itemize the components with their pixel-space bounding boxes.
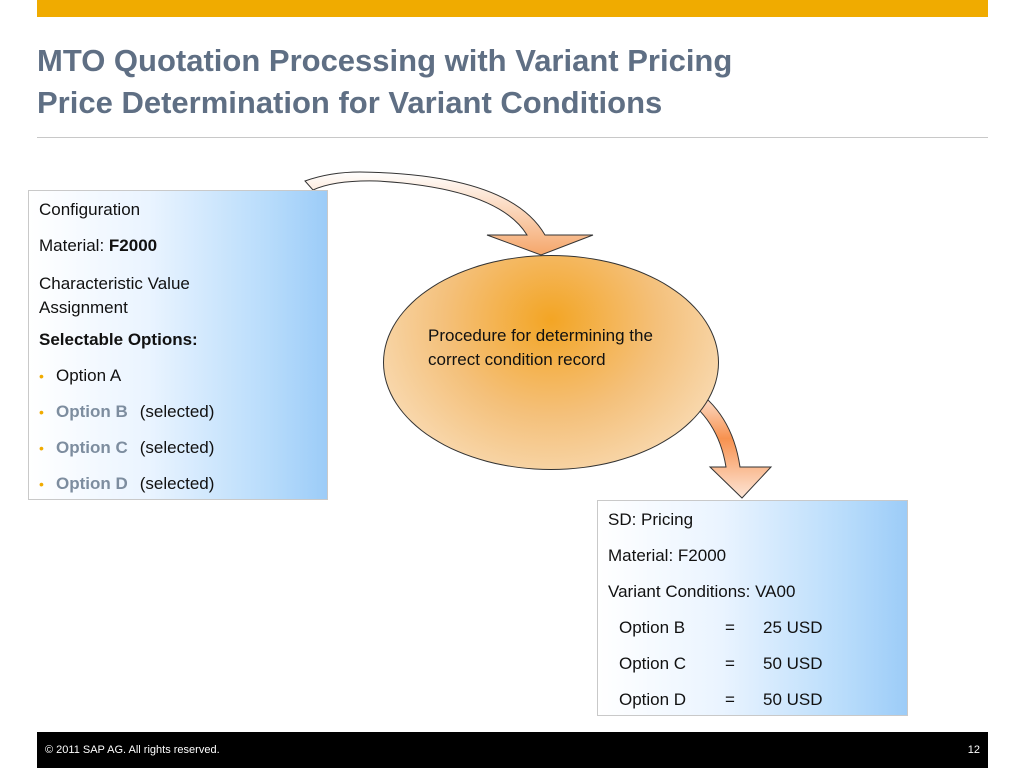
option-item-c: • Option C (selected) [39, 438, 317, 458]
bullet-icon: • [39, 476, 44, 492]
title-divider [37, 137, 988, 138]
condition-value: 50 USD [763, 690, 823, 709]
condition-option: Option B [619, 618, 686, 637]
condition-equals: = [725, 690, 735, 709]
condition-value: 25 USD [763, 618, 823, 637]
option-item-d: • Option D (selected) [39, 474, 317, 494]
procedure-text: Procedure for determining the correct co… [428, 324, 708, 372]
pricing-box: SD: Pricing Material: F2000 Variant Cond… [597, 500, 908, 716]
condition-value: 50 USD [763, 654, 823, 673]
procedure-ellipse [383, 255, 719, 470]
pricing-material: Material: F2000 [608, 546, 727, 565]
footer-copyright: © 2011 SAP AG. All rights reserved. [45, 744, 220, 756]
config-characteristic-line2: Assignment [39, 298, 128, 317]
config-heading: Configuration [39, 200, 141, 219]
bullet-icon: • [39, 440, 44, 456]
config-material-label: Material: [39, 236, 109, 255]
condition-equals: = [725, 654, 735, 673]
pricing-heading: SD: Pricing [608, 510, 694, 529]
footer-bar: © 2011 SAP AG. All rights reserved. 12 [37, 732, 988, 768]
procedure-line2: correct condition record [428, 350, 606, 369]
option-item-a: • Option A [39, 366, 317, 386]
bullet-icon: • [39, 368, 44, 384]
option-item-b: • Option B (selected) [39, 402, 317, 422]
top-accent-bar [37, 0, 988, 17]
option-name: Option B [56, 402, 128, 421]
condition-row-d: Option D = 50 USD [608, 690, 897, 710]
slide-title: MTO Quotation Processing with Variant Pr… [37, 40, 732, 124]
config-characteristic-line1: Characteristic Value [39, 274, 190, 293]
option-name: Option A [56, 366, 122, 385]
options-list: • Option A • Option B (selected) • Option C (… [39, 366, 317, 494]
bullet-icon: • [39, 404, 44, 420]
config-material-value: F2000 [108, 236, 158, 255]
config-material: Material: F2000 [39, 236, 317, 256]
pricing-variant-conditions: Variant Conditions: VA00 [608, 582, 796, 601]
slide-title-line2: Price Determination for Variant Conditio… [37, 85, 663, 120]
option-selected-label: (selected) [139, 474, 215, 493]
option-name: Option C [56, 438, 128, 457]
option-name: Option D [56, 474, 128, 493]
condition-equals: = [725, 618, 735, 637]
page-number: 12 [967, 744, 980, 756]
selectable-options-heading: Selectable Options: [39, 330, 198, 349]
procedure-line1: Procedure for determining the [428, 326, 653, 345]
arrow-config-to-procedure [304, 171, 594, 256]
condition-option: Option D [619, 690, 687, 709]
condition-option: Option C [619, 654, 687, 673]
configuration-box: Configuration Material: F2000 Characteri… [28, 190, 328, 500]
condition-row-c: Option C = 50 USD [608, 654, 897, 674]
option-selected-label: (selected) [139, 402, 215, 421]
condition-row-b: Option B = 25 USD [608, 618, 897, 638]
option-selected-label: (selected) [139, 438, 215, 457]
slide-title-line1: MTO Quotation Processing with Variant Pr… [37, 43, 733, 78]
config-characteristic: Characteristic Value Assignment [39, 272, 317, 320]
